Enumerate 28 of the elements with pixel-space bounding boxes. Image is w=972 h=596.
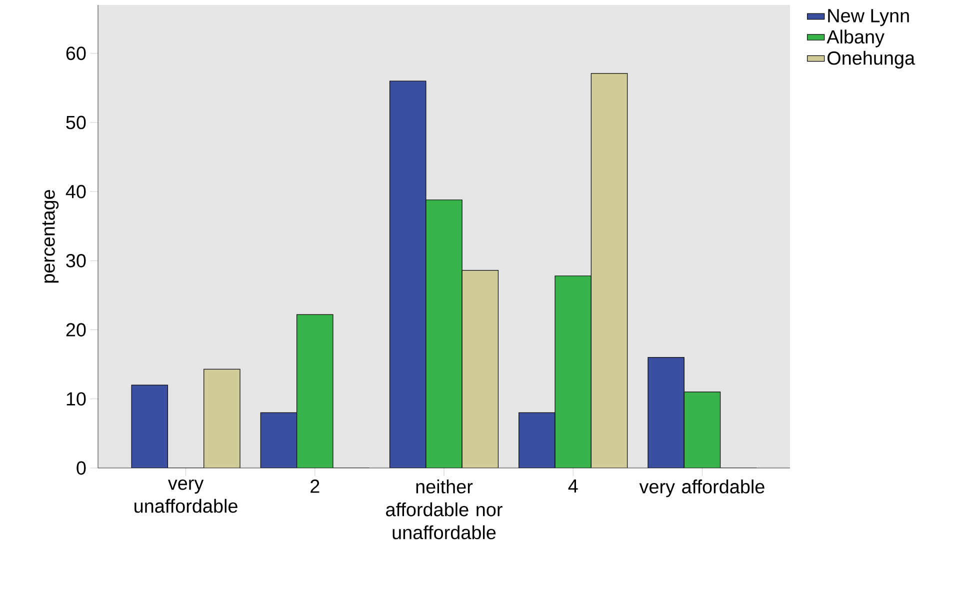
bar — [462, 270, 498, 468]
legend-label: Onehunga — [828, 50, 916, 69]
y-tick-label: 60 — [66, 46, 86, 60]
x-tick-label: neither affordable nor unaffordable — [386, 480, 502, 540]
y-tick-label: 10 — [66, 392, 86, 406]
bar — [390, 81, 426, 468]
x-tick-label: very unaffordable — [134, 480, 238, 513]
y-tick-label: 30 — [66, 254, 86, 268]
x-tick-label: 2 — [310, 480, 320, 493]
legend-label: New Lynn — [828, 9, 909, 26]
y-tick-label: 20 — [66, 323, 86, 336]
bar — [555, 276, 592, 468]
y-axis-title: percentage — [42, 190, 59, 283]
bar — [296, 314, 333, 468]
x-tick-label: very affordable — [639, 480, 764, 498]
y-tick-label: 50 — [66, 116, 86, 130]
bar — [204, 369, 240, 468]
bar — [684, 392, 721, 468]
bar — [591, 73, 628, 468]
legend-label: Albany — [826, 30, 884, 48]
bar — [260, 412, 297, 468]
bar — [426, 200, 462, 468]
x-tick-label: 4 — [568, 480, 578, 493]
bar — [648, 357, 684, 468]
y-tick-label: 40 — [66, 184, 86, 198]
bar — [132, 385, 168, 468]
bar — [518, 412, 556, 468]
y-tick-label: 0 — [76, 461, 86, 475]
